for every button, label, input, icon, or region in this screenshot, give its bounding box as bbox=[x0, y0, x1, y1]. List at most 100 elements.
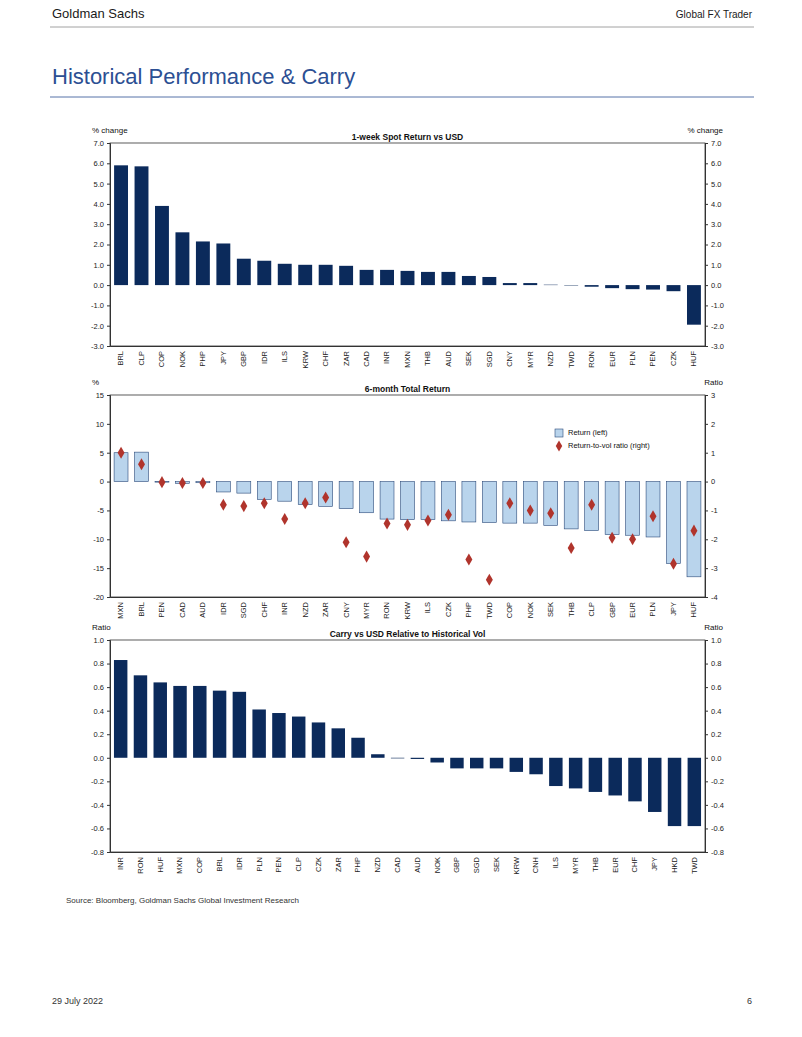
bar bbox=[569, 758, 582, 789]
category-tick: PLN bbox=[628, 351, 637, 366]
point bbox=[486, 574, 493, 586]
tick-label: 2 bbox=[711, 420, 715, 429]
bar bbox=[687, 285, 701, 325]
tick-mark bbox=[107, 143, 110, 144]
tick: 10 bbox=[96, 420, 110, 429]
bar bbox=[272, 713, 285, 758]
axis-yticks: -3.0-2.0-1.00.01.02.03.04.05.06.07.0 bbox=[91, 139, 110, 351]
category-label: NZD bbox=[546, 350, 555, 366]
axis-x: BRLCLPCOPNOKPHPJPYGBPIDRILSKRWCHFZARCADI… bbox=[111, 347, 706, 369]
page: Goldman SachsGlobal FX TraderHistorical … bbox=[0, 0, 802, 1037]
tick: 0.6 bbox=[94, 683, 110, 692]
bar bbox=[628, 758, 641, 802]
source: Source: Bloomberg, Goldman Sachs Global … bbox=[66, 896, 299, 905]
point bbox=[179, 477, 186, 489]
tick-label: -3.0 bbox=[711, 342, 724, 351]
chart-title: 6-month Total Return bbox=[365, 384, 450, 394]
tick: -2.0 bbox=[91, 322, 110, 331]
bar bbox=[298, 265, 312, 285]
plot-frame bbox=[110, 640, 705, 852]
tick: 0.0 bbox=[94, 754, 110, 763]
tick-mark bbox=[107, 664, 110, 665]
point bbox=[281, 513, 288, 525]
bar bbox=[339, 266, 353, 285]
bar bbox=[549, 758, 562, 786]
bar bbox=[523, 482, 537, 524]
tick-mark bbox=[705, 510, 708, 511]
bar bbox=[544, 482, 558, 526]
point bbox=[670, 558, 677, 570]
point bbox=[404, 519, 411, 531]
category-label: ZAR bbox=[321, 601, 330, 617]
category-tick: CZK bbox=[314, 857, 323, 872]
category-label: CLP bbox=[294, 857, 303, 872]
tick: 1.0 bbox=[94, 261, 110, 270]
bar bbox=[154, 682, 167, 757]
tick-label: 0.4 bbox=[94, 707, 104, 716]
category-label: PLN bbox=[255, 857, 264, 872]
tick-label: -1.0 bbox=[91, 301, 104, 310]
category-label: INR bbox=[116, 856, 125, 870]
bar bbox=[470, 758, 483, 769]
tick-label: -0.4 bbox=[91, 801, 104, 810]
category-tick: SEK bbox=[546, 602, 555, 617]
axis-title-right: % change bbox=[687, 126, 723, 135]
tick-mark bbox=[705, 828, 708, 829]
tick-mark bbox=[107, 346, 110, 347]
axis-y2ticks: -4-3-2-10123 bbox=[705, 391, 718, 602]
bar bbox=[360, 270, 374, 285]
tick: -3 bbox=[705, 564, 718, 573]
category-label: PEN bbox=[274, 857, 283, 872]
category-label: KRW bbox=[512, 856, 521, 874]
tick: -0.4 bbox=[91, 801, 110, 810]
plot-marks bbox=[114, 447, 701, 586]
tick-label: 1.0 bbox=[94, 261, 104, 270]
bar bbox=[608, 758, 621, 796]
bar bbox=[667, 285, 681, 291]
bar bbox=[668, 758, 681, 826]
point bbox=[199, 477, 206, 489]
category-label: CNY bbox=[505, 351, 514, 367]
bar bbox=[430, 758, 443, 763]
bar bbox=[278, 264, 292, 285]
tick-label: 7.0 bbox=[94, 139, 104, 148]
axis-y2ticks: -0.8-0.6-0.4-0.20.00.20.40.60.81.0 bbox=[705, 636, 724, 857]
tick: 0.8 bbox=[705, 659, 721, 668]
bar bbox=[523, 283, 537, 285]
tick-mark bbox=[705, 640, 708, 641]
category-tick: SGD bbox=[472, 856, 481, 873]
tick: 1.0 bbox=[94, 636, 110, 645]
tick-label: 1.0 bbox=[711, 261, 721, 270]
axis-line bbox=[107, 396, 111, 598]
category-label: THB bbox=[591, 857, 600, 872]
tick: -0.2 bbox=[705, 777, 724, 786]
tick: 3 bbox=[705, 391, 715, 400]
category-label: CLP bbox=[137, 351, 146, 366]
tick-mark bbox=[107, 597, 110, 598]
tick: 0.2 bbox=[705, 730, 721, 739]
tick-label: 1 bbox=[711, 449, 715, 458]
tick-label: 7.0 bbox=[711, 139, 721, 148]
plot-frame bbox=[110, 143, 705, 346]
tick: 0 bbox=[705, 477, 715, 486]
category-tick: RON bbox=[136, 857, 145, 874]
category-tick: ZAR bbox=[321, 601, 330, 617]
bar bbox=[605, 285, 619, 288]
tick-label: -1.0 bbox=[711, 301, 724, 310]
category-label: MYR bbox=[526, 350, 535, 367]
category-tick: MXN bbox=[116, 602, 125, 619]
category-tick: PLN bbox=[255, 857, 264, 872]
tick: -2.0 bbox=[705, 322, 724, 331]
bar bbox=[462, 276, 476, 285]
category-label: HUF bbox=[156, 857, 165, 873]
category-tick: CHF bbox=[321, 351, 330, 367]
category-label: GBP bbox=[239, 351, 248, 367]
category-label: CZK bbox=[669, 351, 678, 366]
category-tick: RON bbox=[382, 602, 391, 619]
category-label: CHF bbox=[630, 857, 639, 873]
plot-marks bbox=[114, 165, 701, 324]
point bbox=[363, 551, 370, 563]
tick-label: 0.8 bbox=[94, 659, 104, 668]
tick: 7.0 bbox=[705, 139, 721, 148]
tick: -3.0 bbox=[705, 342, 724, 351]
